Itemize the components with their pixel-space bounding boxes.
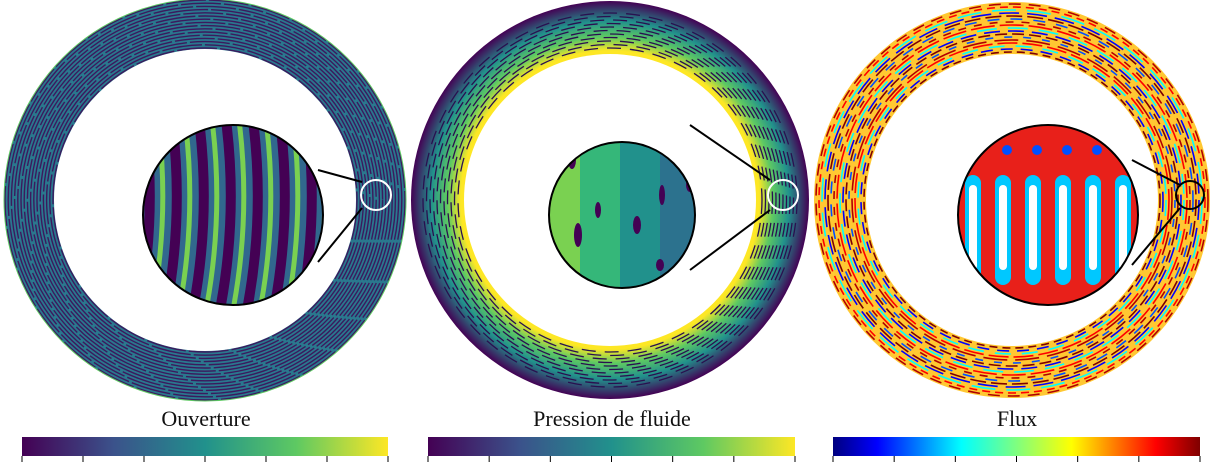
- zoom-pore: [1059, 185, 1067, 270]
- zoom-pore: [1029, 185, 1037, 270]
- colorbar-label: Ouverture: [161, 406, 250, 431]
- zoom-dot: [1002, 145, 1012, 155]
- zoom-dot: [1062, 145, 1072, 155]
- zoom-dot: [972, 145, 982, 155]
- panel-pressure: [411, 1, 809, 399]
- colorbar-label: Flux: [997, 406, 1037, 431]
- panel-aperture: [4, 0, 406, 401]
- colorbar: [22, 437, 388, 456]
- panel-flux: [816, 4, 1208, 396]
- zoom-pore: [1119, 185, 1127, 270]
- zoom-pore: [969, 185, 977, 270]
- colorbar: [428, 437, 795, 456]
- zoom-pore: [999, 185, 1007, 270]
- zoom-dot: [1092, 145, 1102, 155]
- zoom-pore: [1089, 185, 1097, 270]
- colorbar-label: Pression de fluide: [533, 406, 691, 431]
- colorbar: [833, 437, 1200, 456]
- zoom-dot: [1032, 145, 1042, 155]
- zoom-dot: [1122, 145, 1132, 155]
- figure: Ouverture Pression de fluide Flux: [0, 0, 1212, 462]
